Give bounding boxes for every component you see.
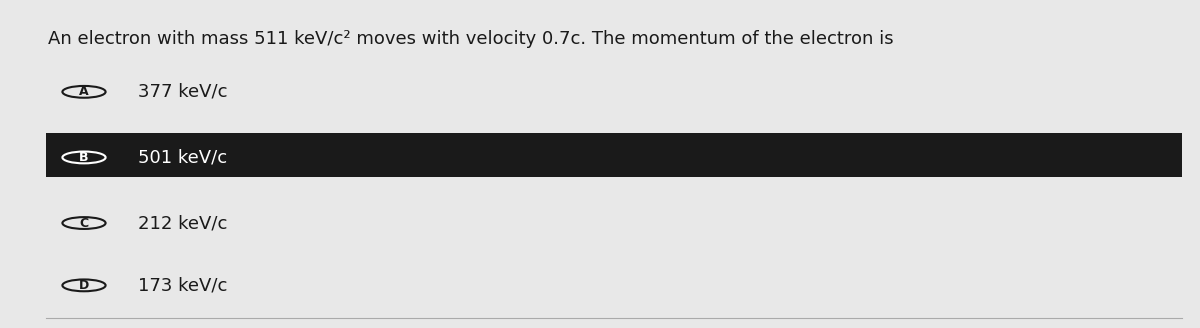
Text: 212 keV/c: 212 keV/c — [138, 214, 227, 232]
Text: B: B — [79, 151, 89, 164]
Text: 377 keV/c: 377 keV/c — [138, 83, 228, 101]
Text: An electron with mass 511 keV/c² moves with velocity 0.7c. The momentum of the e: An electron with mass 511 keV/c² moves w… — [48, 30, 894, 48]
Text: C: C — [79, 216, 89, 230]
Text: 501 keV/c: 501 keV/c — [138, 149, 227, 166]
Text: 173 keV/c: 173 keV/c — [138, 277, 227, 294]
FancyBboxPatch shape — [46, 133, 1182, 177]
Text: D: D — [79, 279, 89, 292]
Text: A: A — [79, 85, 89, 98]
